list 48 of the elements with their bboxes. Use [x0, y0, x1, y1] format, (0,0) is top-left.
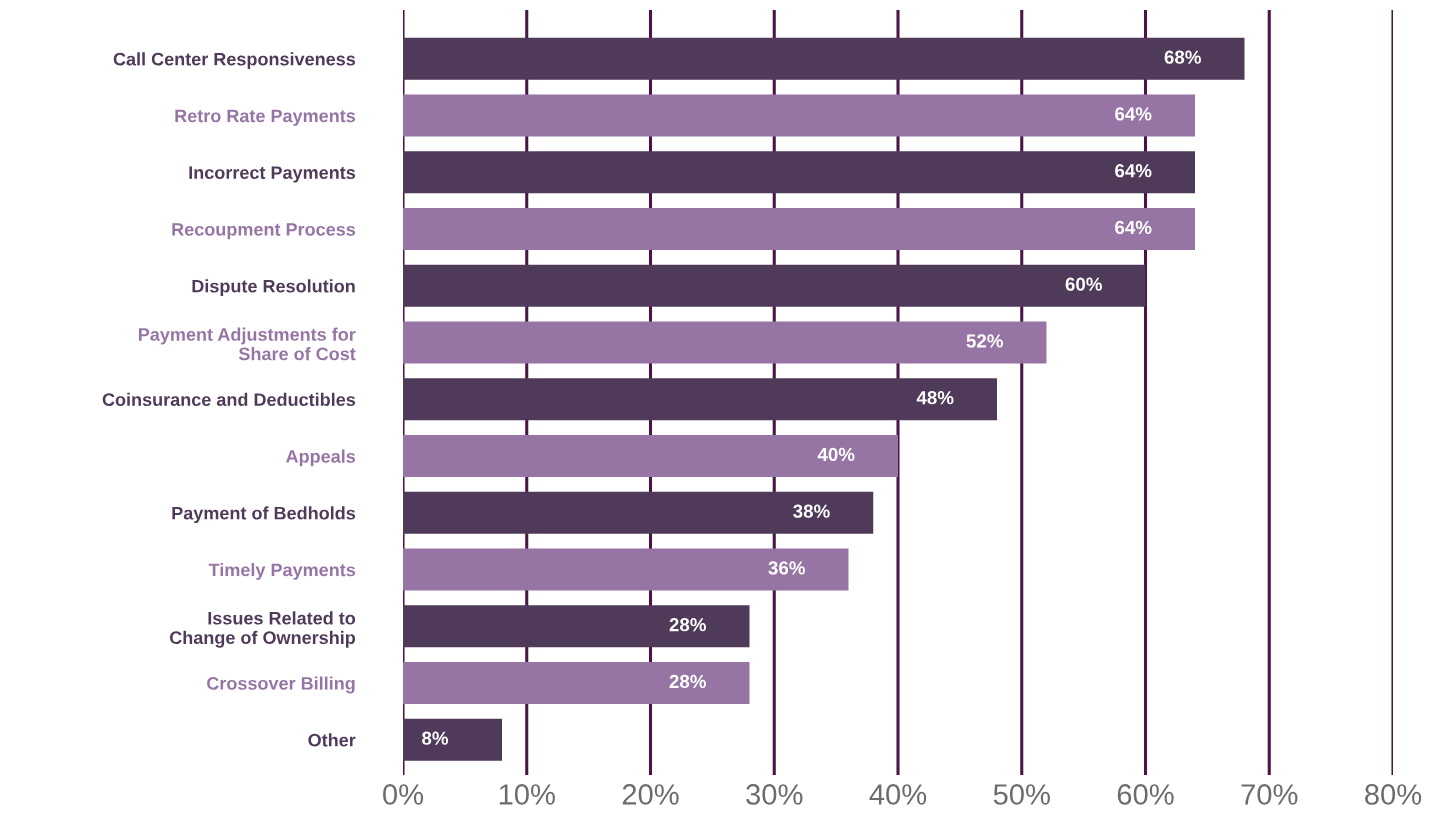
- bar: [403, 491, 874, 534]
- data-label: 48%: [916, 391, 954, 405]
- data-label: 28%: [669, 618, 706, 632]
- y-tick-label: Coinsurance and Deductibles: [102, 392, 356, 407]
- bar: [403, 662, 750, 705]
- bar: [403, 435, 898, 478]
- x-tick-label: 70%: [1241, 784, 1298, 805]
- x-tick-label: 20%: [622, 784, 679, 805]
- y-tick-label: Incorrect Payments: [189, 166, 356, 183]
- y-tick-label: Payment of Bedholds: [172, 506, 356, 524]
- y-tick-label: Issues Related to Change of Ownership: [169, 611, 356, 648]
- y-tick-label: Crossover Billing: [207, 676, 355, 694]
- y-tick-label: Other: [308, 733, 356, 747]
- bar: [403, 151, 1195, 194]
- data-label: 64%: [1115, 107, 1152, 121]
- data-label: 36%: [768, 561, 805, 575]
- x-tick-label: 80%: [1365, 784, 1422, 805]
- data-label: 8%: [422, 731, 449, 745]
- x-tick-label: 40%: [869, 784, 927, 805]
- y-tick-label: Timely Payments: [208, 563, 356, 580]
- x-tick-label: 60%: [1117, 784, 1174, 805]
- data-label: 52%: [966, 334, 1003, 348]
- y-tick-label: Payment Adjustments for Share of Cost: [138, 327, 356, 361]
- x-tick-label: 10%: [499, 784, 555, 805]
- y-tick-label: Call Center Responsiveness: [113, 52, 356, 70]
- bar: [403, 264, 1146, 307]
- bar: [403, 94, 1195, 137]
- bar: [403, 208, 1195, 251]
- x-tick-label: 0%: [383, 784, 424, 805]
- bar: [403, 548, 849, 591]
- y-tick-label: Appeals: [285, 449, 356, 467]
- y-tick-label: Dispute Resolution: [192, 279, 355, 297]
- x-tick-label: 30%: [746, 784, 803, 805]
- bar: [403, 321, 1047, 364]
- data-label: 28%: [669, 674, 706, 689]
- bar: [403, 605, 750, 648]
- bar: [403, 378, 997, 421]
- data-label: 64%: [1115, 220, 1152, 235]
- y-tick-label: Recoupment Process: [172, 223, 356, 240]
- data-label: 68%: [1164, 50, 1201, 64]
- data-label: 60%: [1065, 277, 1102, 291]
- x-tick-label: 50%: [993, 784, 1050, 805]
- bar: [403, 718, 502, 761]
- data-label: 38%: [793, 504, 830, 518]
- bar: [403, 37, 1245, 80]
- data-label: 64%: [1115, 164, 1152, 178]
- y-tick-label: Retro Rate Payments: [175, 109, 356, 126]
- data-label: 40%: [817, 447, 855, 462]
